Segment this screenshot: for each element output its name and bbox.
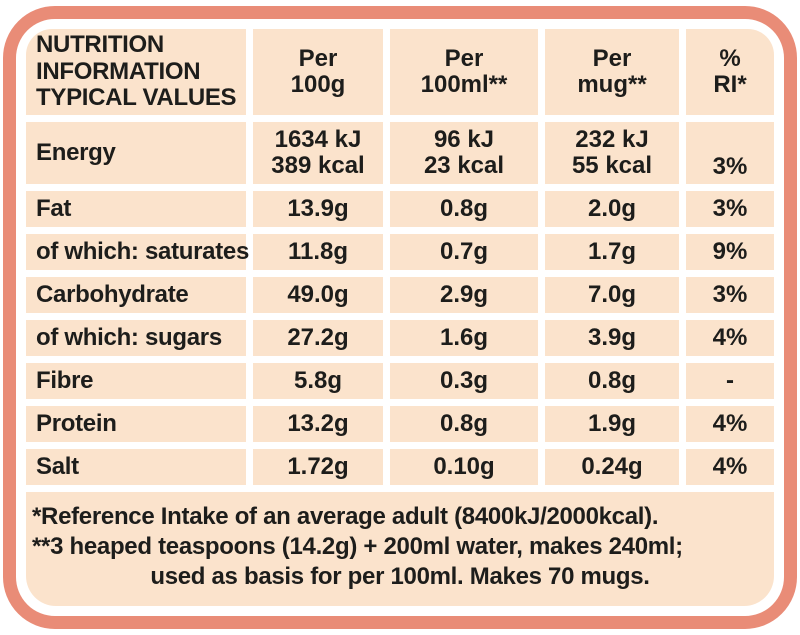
cell-fibre-per-100g: 5.8g bbox=[253, 363, 383, 399]
cell-saturates-per-100ml: 0.7g bbox=[390, 234, 538, 270]
row-label-energy: Energy bbox=[26, 122, 246, 184]
row-label-salt: Salt bbox=[26, 449, 246, 485]
cell-carbohydrate-per-100g: 49.0g bbox=[253, 277, 383, 313]
cell-fat-per-mug: 2.0g bbox=[545, 191, 679, 227]
cell-salt-ri: 4% bbox=[686, 449, 774, 485]
cell-sugars-per-100ml: 1.6g bbox=[390, 320, 538, 356]
footnotes: *Reference Intake of an average adult (8… bbox=[26, 492, 774, 606]
table-title: NUTRITION INFORMATION TYPICAL VALUES bbox=[26, 29, 246, 115]
cell-energy-per-100ml: 96 kJ 23 kcal bbox=[390, 122, 538, 184]
cell-fibre-per-mug: 0.8g bbox=[545, 363, 679, 399]
cell-protein-per-mug: 1.9g bbox=[545, 406, 679, 442]
row-label-protein: Protein bbox=[26, 406, 246, 442]
cell-carbohydrate-per-100ml: 2.9g bbox=[390, 277, 538, 313]
row-label-fibre: Fibre bbox=[26, 363, 246, 399]
cell-sugars-per-100g: 27.2g bbox=[253, 320, 383, 356]
row-label-saturates: of which: saturates bbox=[26, 234, 249, 270]
cell-saturates-per-mug: 1.7g bbox=[545, 234, 679, 270]
cell-energy-per-100g: 1634 kJ 389 kcal bbox=[253, 122, 383, 184]
nutrition-table: NUTRITION INFORMATION TYPICAL VALUES Per… bbox=[26, 29, 774, 606]
cell-carbohydrate-per-mug: 7.0g bbox=[545, 277, 679, 313]
footnote-preparation: **3 heaped teaspoons (14.2g) + 200ml wat… bbox=[32, 533, 683, 560]
cell-energy-ri: 3% bbox=[686, 122, 774, 184]
cell-salt-per-100ml: 0.10g bbox=[390, 449, 538, 485]
footnote-basis: used as basis for per 100ml. Makes 70 mu… bbox=[150, 563, 650, 590]
row-label-carbohydrate: Carbohydrate bbox=[26, 277, 246, 313]
cell-sugars-ri: 4% bbox=[686, 320, 774, 356]
cell-fibre-per-100ml: 0.3g bbox=[390, 363, 538, 399]
cell-salt-per-mug: 0.24g bbox=[545, 449, 679, 485]
cell-fat-ri: 3% bbox=[686, 191, 774, 227]
cell-energy-per-mug: 232 kJ 55 kcal bbox=[545, 122, 679, 184]
cell-protein-per-100ml: 0.8g bbox=[390, 406, 538, 442]
row-label-sugars: of which: sugars bbox=[26, 320, 246, 356]
cell-fibre-ri: - bbox=[686, 363, 774, 399]
cell-protein-ri: 4% bbox=[686, 406, 774, 442]
cell-fat-per-100ml: 0.8g bbox=[390, 191, 538, 227]
cell-saturates-per-100g: 11.8g bbox=[253, 234, 383, 270]
col-header-per-mug: Per mug** bbox=[545, 29, 679, 115]
cell-fat-per-100g: 13.9g bbox=[253, 191, 383, 227]
cell-salt-per-100g: 1.72g bbox=[253, 449, 383, 485]
footnote-reference-intake: *Reference Intake of an average adult (8… bbox=[32, 503, 659, 530]
row-label-fat: Fat bbox=[26, 191, 246, 227]
cell-saturates-ri: 9% bbox=[686, 234, 774, 270]
col-header-ri: % RI* bbox=[686, 29, 774, 115]
nutrition-label-frame: NUTRITION INFORMATION TYPICAL VALUES Per… bbox=[3, 6, 797, 629]
cell-carbohydrate-ri: 3% bbox=[686, 277, 774, 313]
col-header-per-100g: Per 100g bbox=[253, 29, 383, 115]
cell-sugars-per-mug: 3.9g bbox=[545, 320, 679, 356]
cell-protein-per-100g: 13.2g bbox=[253, 406, 383, 442]
col-header-per-100ml: Per 100ml** bbox=[390, 29, 538, 115]
